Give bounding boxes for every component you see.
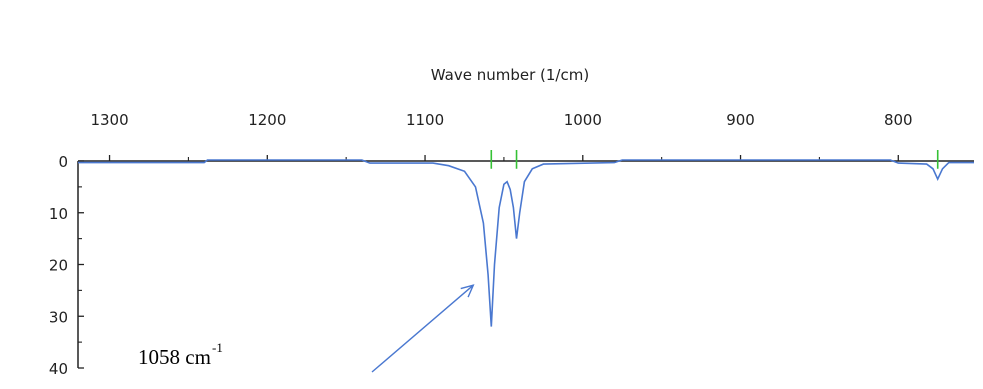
y-tick-label: 10 bbox=[49, 205, 68, 223]
y-axis-ticks: 0 10 20 30 40 bbox=[49, 153, 84, 378]
x-tick-label: 1200 bbox=[248, 111, 286, 129]
x-axis-title: Wave number (1/cm) bbox=[431, 66, 589, 84]
y-tick-label: 40 bbox=[49, 360, 68, 378]
peak-markers bbox=[490, 150, 939, 169]
x-tick-label: 1000 bbox=[564, 111, 602, 129]
annotation-arrow bbox=[371, 284, 474, 373]
annotation-superscript: -1 bbox=[212, 340, 223, 355]
peak-annotation: 1058 cm -1 bbox=[138, 284, 475, 373]
y-tick-label: 30 bbox=[49, 308, 68, 326]
x-tick-label: 1100 bbox=[406, 111, 444, 129]
annotation-arrow-head bbox=[460, 284, 475, 298]
x-tick-label: 900 bbox=[726, 111, 755, 129]
x-axis-ticks: 1300 1200 1100 1000 900 800 bbox=[90, 111, 913, 161]
y-tick-label: 20 bbox=[49, 257, 68, 275]
x-tick-label: 1300 bbox=[90, 111, 128, 129]
y-tick-label: 0 bbox=[58, 153, 68, 171]
spectrum-line bbox=[78, 159, 974, 327]
plot-frame bbox=[77, 160, 974, 368]
x-tick-label: 800 bbox=[884, 111, 913, 129]
annotation-label: 1058 cm bbox=[138, 345, 211, 369]
